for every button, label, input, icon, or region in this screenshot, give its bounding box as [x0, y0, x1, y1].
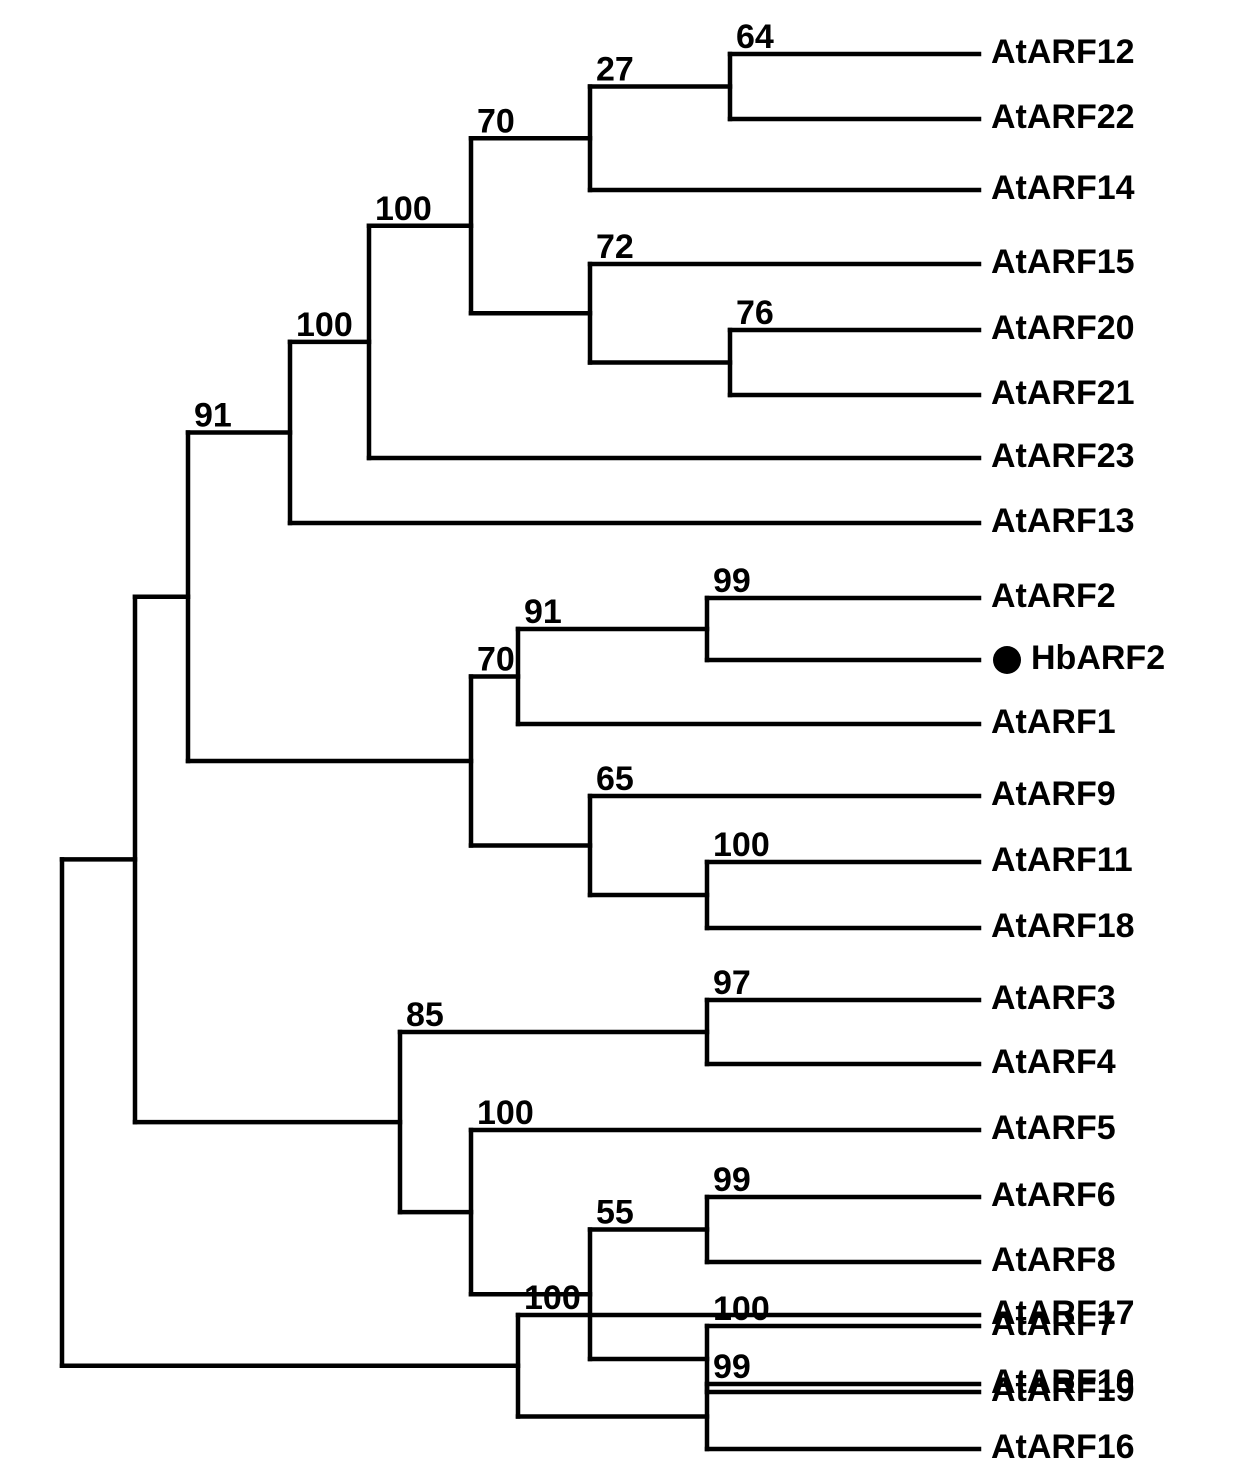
- highlight-dot-icon: [993, 646, 1021, 674]
- leaf-label: AtARF21: [991, 374, 1135, 412]
- bootstrap-label: 100: [296, 306, 353, 344]
- bootstrap-label: 65: [596, 760, 634, 798]
- leaf-label: AtARF13: [991, 502, 1135, 540]
- bootstrap-label: 100: [375, 190, 432, 228]
- leaf-label: AtARF15: [991, 243, 1135, 281]
- bootstrap-label: 100: [524, 1279, 581, 1317]
- leaf-label: AtARF14: [991, 169, 1135, 207]
- leaf-label: AtARF16: [991, 1428, 1135, 1466]
- leaf-label: AtARF17: [991, 1294, 1135, 1332]
- bootstrap-label: 100: [477, 1094, 534, 1132]
- bootstrap-label: 97: [713, 964, 751, 1002]
- leaf-label: AtARF5: [991, 1109, 1116, 1147]
- leaf-label: AtARF9: [991, 775, 1116, 813]
- leaf-label: AtARF4: [991, 1043, 1116, 1081]
- bootstrap-label: 76: [736, 294, 774, 332]
- phylogenetic-tree: 6427767270100100999110065709197991005510…: [0, 0, 1240, 1479]
- bootstrap-label: 72: [596, 228, 634, 266]
- leaf-label: AtARF3: [991, 979, 1116, 1017]
- leaf-label: AtARF20: [991, 309, 1135, 347]
- leaf-label: AtARF10: [991, 1363, 1135, 1401]
- bootstrap-label: 70: [477, 641, 515, 679]
- bootstrap-label: 99: [713, 562, 751, 600]
- bootstrap-label: 100: [713, 826, 770, 864]
- leaf-label: AtARF23: [991, 437, 1135, 475]
- bootstrap-label: 55: [596, 1194, 634, 1232]
- bootstrap-label: 91: [524, 593, 562, 631]
- leaf-label: AtARF11: [991, 841, 1133, 879]
- leaf-label: AtARF12: [991, 33, 1135, 71]
- leaf-label: AtARF22: [991, 98, 1135, 136]
- leaf-label: AtARF1: [991, 703, 1116, 741]
- leaf-label: AtARF18: [991, 907, 1135, 945]
- leaf-label: HbARF2: [1031, 639, 1165, 677]
- leaf-label: AtARF2: [991, 577, 1116, 615]
- bootstrap-label: 70: [477, 102, 515, 140]
- bootstrap-label: 99: [713, 1348, 751, 1386]
- bootstrap-label: 27: [596, 51, 634, 89]
- bootstrap-label: 99: [713, 1161, 751, 1199]
- bootstrap-label: 100: [713, 1290, 770, 1328]
- bootstrap-label: 64: [736, 18, 774, 56]
- bootstrap-label: 91: [194, 396, 232, 434]
- bootstrap-label: 85: [406, 996, 444, 1034]
- leaf-label: AtARF6: [991, 1176, 1116, 1214]
- leaf-label: AtARF8: [991, 1241, 1116, 1279]
